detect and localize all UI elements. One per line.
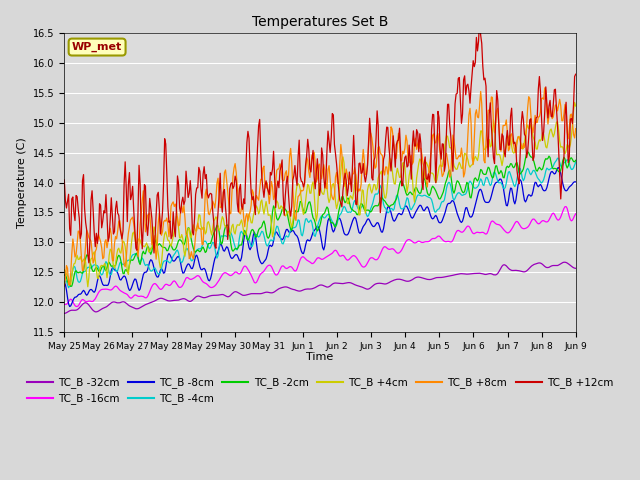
X-axis label: Time: Time bbox=[307, 352, 333, 362]
Legend: TC_B -32cm, TC_B -16cm, TC_B -8cm, TC_B -4cm, TC_B -2cm, TC_B +4cm, TC_B +8cm, T: TC_B -32cm, TC_B -16cm, TC_B -8cm, TC_B … bbox=[22, 373, 618, 408]
Title: Temperatures Set B: Temperatures Set B bbox=[252, 15, 388, 29]
Y-axis label: Temperature (C): Temperature (C) bbox=[17, 137, 28, 228]
Text: WP_met: WP_met bbox=[72, 42, 122, 52]
